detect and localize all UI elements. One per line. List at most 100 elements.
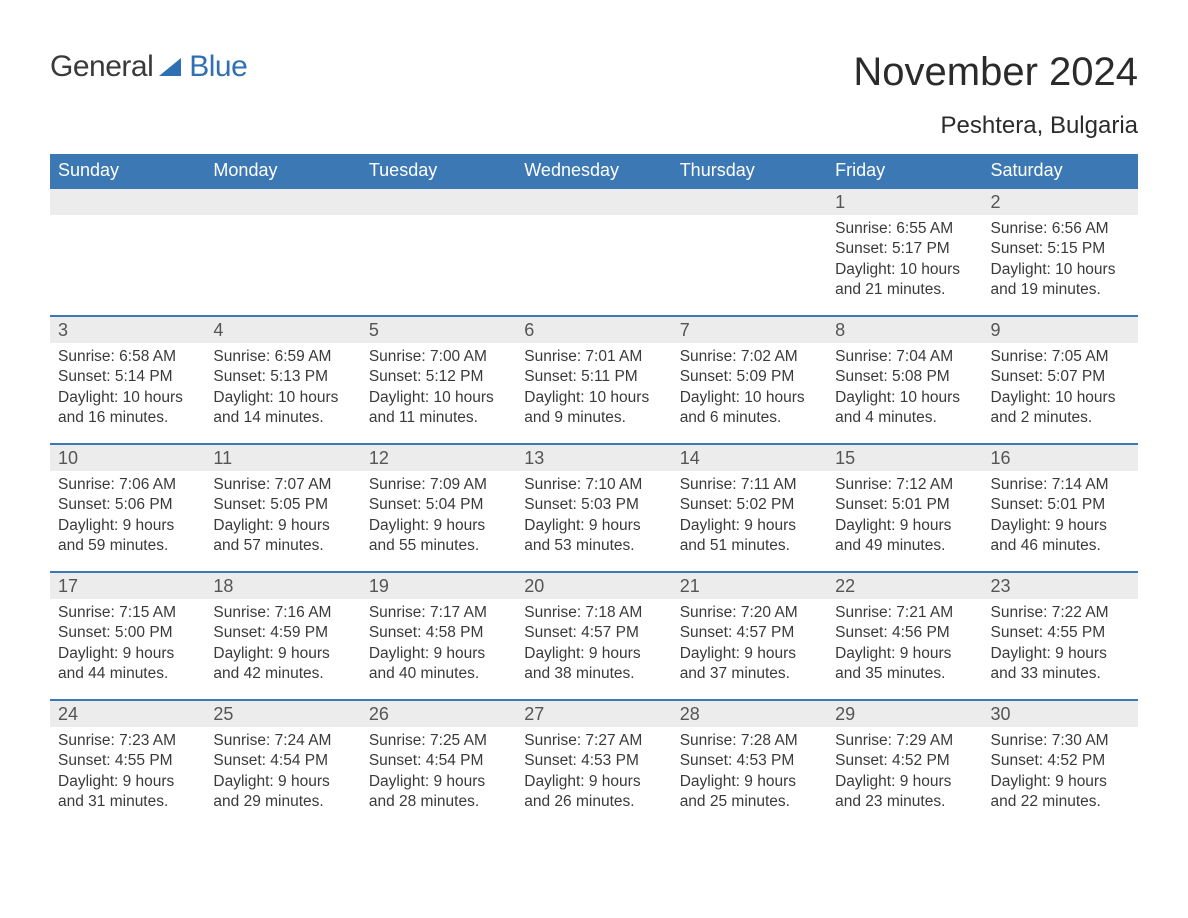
calendar-week-row: 17Sunrise: 7:15 AMSunset: 5:00 PMDayligh… (50, 571, 1138, 699)
calendar-day-cell: 6Sunrise: 7:01 AMSunset: 5:11 PMDaylight… (516, 315, 671, 443)
day-details: Sunrise: 7:01 AMSunset: 5:11 PMDaylight:… (516, 343, 671, 437)
calendar-day-cell: 26Sunrise: 7:25 AMSunset: 4:54 PMDayligh… (361, 699, 516, 827)
daylight-text: Daylight: 9 hours and 51 minutes. (680, 516, 819, 557)
day-details: Sunrise: 7:21 AMSunset: 4:56 PMDaylight:… (827, 599, 982, 693)
sunrise-text: Sunrise: 7:29 AM (835, 731, 974, 751)
sunrise-text: Sunrise: 7:02 AM (680, 347, 819, 367)
daylight-text: Daylight: 9 hours and 40 minutes. (369, 644, 508, 685)
sunrise-text: Sunrise: 7:07 AM (213, 475, 352, 495)
calendar-day-cell: 15Sunrise: 7:12 AMSunset: 5:01 PMDayligh… (827, 443, 982, 571)
daylight-text: Daylight: 9 hours and 29 minutes. (213, 772, 352, 813)
weekday-header: Friday (827, 154, 982, 187)
sunset-text: Sunset: 5:13 PM (213, 367, 352, 387)
calendar-day-cell (672, 187, 827, 315)
day-number: 3 (50, 315, 205, 343)
day-details: Sunrise: 7:09 AMSunset: 5:04 PMDaylight:… (361, 471, 516, 565)
sunrise-text: Sunrise: 7:01 AM (524, 347, 663, 367)
sunset-text: Sunset: 5:12 PM (369, 367, 508, 387)
calendar-day-cell: 20Sunrise: 7:18 AMSunset: 4:57 PMDayligh… (516, 571, 671, 699)
sunrise-text: Sunrise: 7:12 AM (835, 475, 974, 495)
day-details: Sunrise: 7:11 AMSunset: 5:02 PMDaylight:… (672, 471, 827, 565)
day-number: 23 (983, 571, 1138, 599)
calendar-day-cell: 13Sunrise: 7:10 AMSunset: 5:03 PMDayligh… (516, 443, 671, 571)
header: General Blue November 2024 Peshtera, Bul… (50, 50, 1138, 146)
calendar-day-cell: 11Sunrise: 7:07 AMSunset: 5:05 PMDayligh… (205, 443, 360, 571)
weekday-header: Wednesday (516, 154, 671, 187)
day-number: 29 (827, 699, 982, 727)
day-number: 2 (983, 187, 1138, 215)
sunset-text: Sunset: 4:53 PM (524, 751, 663, 771)
calendar-day-cell: 16Sunrise: 7:14 AMSunset: 5:01 PMDayligh… (983, 443, 1138, 571)
calendar-day-cell: 30Sunrise: 7:30 AMSunset: 4:52 PMDayligh… (983, 699, 1138, 827)
calendar-day-cell (516, 187, 671, 315)
calendar-table: SundayMondayTuesdayWednesdayThursdayFrid… (50, 154, 1138, 827)
day-details: Sunrise: 7:02 AMSunset: 5:09 PMDaylight:… (672, 343, 827, 437)
daylight-text: Daylight: 9 hours and 59 minutes. (58, 516, 197, 557)
day-details: Sunrise: 7:05 AMSunset: 5:07 PMDaylight:… (983, 343, 1138, 437)
daylight-text: Daylight: 9 hours and 31 minutes. (58, 772, 197, 813)
sunrise-text: Sunrise: 7:27 AM (524, 731, 663, 751)
calendar-day-cell: 27Sunrise: 7:27 AMSunset: 4:53 PMDayligh… (516, 699, 671, 827)
sunrise-text: Sunrise: 7:23 AM (58, 731, 197, 751)
sunset-text: Sunset: 5:00 PM (58, 623, 197, 643)
day-number: 13 (516, 443, 671, 471)
sunset-text: Sunset: 4:55 PM (991, 623, 1130, 643)
day-number: 4 (205, 315, 360, 343)
calendar-day-cell: 3Sunrise: 6:58 AMSunset: 5:14 PMDaylight… (50, 315, 205, 443)
sunrise-text: Sunrise: 7:25 AM (369, 731, 508, 751)
day-number: 9 (983, 315, 1138, 343)
day-details: Sunrise: 7:12 AMSunset: 5:01 PMDaylight:… (827, 471, 982, 565)
sunset-text: Sunset: 5:09 PM (680, 367, 819, 387)
daylight-text: Daylight: 9 hours and 55 minutes. (369, 516, 508, 557)
sunrise-text: Sunrise: 7:21 AM (835, 603, 974, 623)
sunrise-text: Sunrise: 7:20 AM (680, 603, 819, 623)
daylight-text: Daylight: 9 hours and 57 minutes. (213, 516, 352, 557)
calendar-day-cell: 19Sunrise: 7:17 AMSunset: 4:58 PMDayligh… (361, 571, 516, 699)
sunrise-text: Sunrise: 7:18 AM (524, 603, 663, 623)
calendar-week-row: 1Sunrise: 6:55 AMSunset: 5:17 PMDaylight… (50, 187, 1138, 315)
sunset-text: Sunset: 5:14 PM (58, 367, 197, 387)
sunrise-text: Sunrise: 7:09 AM (369, 475, 508, 495)
day-details: Sunrise: 6:58 AMSunset: 5:14 PMDaylight:… (50, 343, 205, 437)
sunrise-text: Sunrise: 7:30 AM (991, 731, 1130, 751)
calendar-day-cell: 1Sunrise: 6:55 AMSunset: 5:17 PMDaylight… (827, 187, 982, 315)
calendar-day-cell: 22Sunrise: 7:21 AMSunset: 4:56 PMDayligh… (827, 571, 982, 699)
sunrise-text: Sunrise: 7:11 AM (680, 475, 819, 495)
day-details: Sunrise: 7:10 AMSunset: 5:03 PMDaylight:… (516, 471, 671, 565)
daylight-text: Daylight: 10 hours and 2 minutes. (991, 388, 1130, 429)
sunrise-text: Sunrise: 7:15 AM (58, 603, 197, 623)
sunrise-text: Sunrise: 7:06 AM (58, 475, 197, 495)
sunset-text: Sunset: 4:54 PM (213, 751, 352, 771)
calendar-day-cell (361, 187, 516, 315)
day-details: Sunrise: 7:24 AMSunset: 4:54 PMDaylight:… (205, 727, 360, 821)
day-details: Sunrise: 7:07 AMSunset: 5:05 PMDaylight:… (205, 471, 360, 565)
day-details: Sunrise: 7:27 AMSunset: 4:53 PMDaylight:… (516, 727, 671, 821)
calendar-body: 1Sunrise: 6:55 AMSunset: 5:17 PMDaylight… (50, 187, 1138, 827)
daylight-text: Daylight: 9 hours and 26 minutes. (524, 772, 663, 813)
day-number: 11 (205, 443, 360, 471)
month-title: November 2024 (853, 50, 1138, 94)
sunset-text: Sunset: 4:56 PM (835, 623, 974, 643)
day-number: 19 (361, 571, 516, 599)
calendar-day-cell: 23Sunrise: 7:22 AMSunset: 4:55 PMDayligh… (983, 571, 1138, 699)
day-details: Sunrise: 7:18 AMSunset: 4:57 PMDaylight:… (516, 599, 671, 693)
sunset-text: Sunset: 5:04 PM (369, 495, 508, 515)
daylight-text: Daylight: 9 hours and 44 minutes. (58, 644, 197, 685)
day-number (361, 187, 516, 215)
day-number: 14 (672, 443, 827, 471)
sunrise-text: Sunrise: 7:22 AM (991, 603, 1130, 623)
sunrise-text: Sunrise: 7:00 AM (369, 347, 508, 367)
sunrise-text: Sunrise: 6:55 AM (835, 219, 974, 239)
calendar-day-cell: 18Sunrise: 7:16 AMSunset: 4:59 PMDayligh… (205, 571, 360, 699)
calendar-week-row: 10Sunrise: 7:06 AMSunset: 5:06 PMDayligh… (50, 443, 1138, 571)
day-number: 27 (516, 699, 671, 727)
calendar-day-cell: 5Sunrise: 7:00 AMSunset: 5:12 PMDaylight… (361, 315, 516, 443)
calendar-day-cell: 28Sunrise: 7:28 AMSunset: 4:53 PMDayligh… (672, 699, 827, 827)
calendar-day-cell: 7Sunrise: 7:02 AMSunset: 5:09 PMDaylight… (672, 315, 827, 443)
weekday-header: Tuesday (361, 154, 516, 187)
calendar-week-row: 3Sunrise: 6:58 AMSunset: 5:14 PMDaylight… (50, 315, 1138, 443)
daylight-text: Daylight: 10 hours and 16 minutes. (58, 388, 197, 429)
sunrise-text: Sunrise: 7:10 AM (524, 475, 663, 495)
day-details: Sunrise: 7:17 AMSunset: 4:58 PMDaylight:… (361, 599, 516, 693)
day-details: Sunrise: 7:15 AMSunset: 5:00 PMDaylight:… (50, 599, 205, 693)
